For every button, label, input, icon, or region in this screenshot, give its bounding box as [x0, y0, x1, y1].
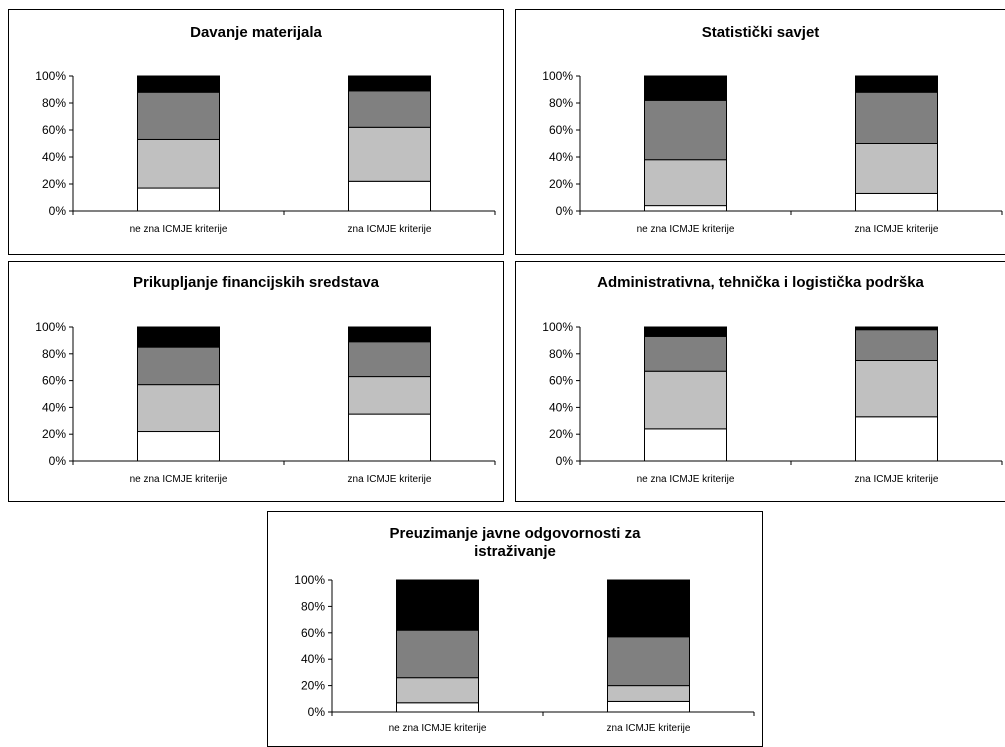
bar-segment-3 — [644, 335, 727, 372]
bar-segment-1 — [855, 192, 938, 212]
bar-segment-2 — [137, 384, 220, 433]
bar-segment-3 — [396, 629, 479, 679]
y-tick-label: 40% — [549, 400, 573, 414]
y-tick-label: 20% — [549, 427, 573, 441]
bar-segment-4 — [607, 579, 690, 638]
y-tick-label: 80% — [42, 347, 66, 361]
chart-title: istraživanje — [474, 543, 556, 560]
y-tick-label: 60% — [42, 123, 66, 137]
y-tick-label: 0% — [556, 454, 574, 468]
y-tick-label: 0% — [49, 204, 67, 218]
y-tick-label: 40% — [549, 150, 573, 164]
y-tick-label: 100% — [542, 320, 573, 334]
x-category-label: zna ICMJE kriterije — [855, 224, 939, 235]
y-tick-label: 100% — [294, 573, 325, 587]
bar-segment-1 — [644, 205, 727, 212]
y-tick-label: 60% — [42, 374, 66, 388]
chart-title: Davanje materijala — [190, 24, 322, 41]
bar-segment-3 — [137, 346, 220, 386]
bar-segment-1 — [396, 702, 479, 713]
y-tick-label: 80% — [301, 599, 325, 613]
x-category-label: zna ICMJE kriterije — [607, 723, 691, 734]
chart-panel-prikupljanje-sredstava: Prikupljanje financijskih sredstava 0% 20%… — [8, 261, 504, 502]
bar-segment-2 — [137, 138, 220, 189]
y-tick-label: 40% — [301, 652, 325, 666]
bar-segment-3 — [348, 341, 431, 378]
y-tick-label: 80% — [549, 96, 573, 110]
bar-segment-1 — [137, 187, 220, 212]
bar-segment-1 — [348, 413, 431, 462]
bar-segment-4 — [137, 326, 220, 348]
bar-segment-3 — [137, 91, 220, 140]
bar-segment-3 — [855, 91, 938, 144]
bar-segment-1 — [137, 431, 220, 462]
chart-panel-administrativna-podrska: Administrativna, tehnička i logistička p… — [515, 261, 1005, 502]
bar-segment-3 — [607, 636, 690, 687]
x-category-label: ne zna ICMJE kriterije — [637, 224, 735, 235]
chart-title: Prikupljanje financijskih sredstava — [133, 274, 380, 291]
bar-segment-4 — [644, 326, 727, 337]
bar-segment-1 — [855, 416, 938, 462]
bar-segment-2 — [348, 376, 431, 415]
y-tick-label: 0% — [308, 705, 326, 719]
bar-segment-2 — [348, 126, 431, 182]
y-tick-label: 20% — [549, 177, 573, 191]
x-category-label: ne zna ICMJE kriterije — [389, 723, 487, 734]
x-category-label: ne zna ICMJE kriterije — [130, 224, 228, 235]
y-tick-label: 60% — [549, 123, 573, 137]
bar-segment-3 — [855, 329, 938, 361]
y-tick-label: 60% — [549, 374, 573, 388]
chart-svg: Davanje materijala 0% 20% 40% 60% 80% 100% ne z… — [35, 24, 496, 235]
y-tick-label: 0% — [556, 204, 574, 218]
bar-segment-1 — [607, 700, 690, 713]
y-tick-label: 40% — [42, 150, 66, 164]
chart-svg: Statistički savjet 0% 20% 40% 60% 80% 100% ne z… — [542, 24, 1003, 235]
chart-panel-statisticki-savjet: Statistički savjet 0% 20% 40% 60% 80% 100% ne z… — [515, 9, 1005, 255]
bar-segment-2 — [396, 677, 479, 704]
bar-segment-1 — [348, 180, 431, 212]
bar-segment-2 — [644, 370, 727, 430]
bar-segment-2 — [855, 360, 938, 418]
chart-title: Administrativna, tehnička i logistička p… — [597, 274, 924, 291]
bar-segment-2 — [644, 159, 727, 207]
bar-segment-2 — [855, 143, 938, 194]
bar-segment-3 — [348, 90, 431, 128]
bar-segment-3 — [644, 99, 727, 161]
x-category-label: zna ICMJE kriterije — [348, 224, 432, 235]
bar-segment-4 — [348, 75, 431, 92]
x-category-label: ne zna ICMJE kriterije — [130, 474, 228, 485]
bar-segment-4 — [855, 326, 938, 331]
y-tick-label: 20% — [301, 679, 325, 693]
y-tick-label: 100% — [35, 69, 66, 83]
y-tick-label: 40% — [42, 400, 66, 414]
x-category-label: zna ICMJE kriterije — [348, 474, 432, 485]
chart-svg: Administrativna, tehnička i logistička p… — [542, 274, 1003, 485]
bar-segment-4 — [137, 75, 220, 93]
chart-panel-davanje-materijala: Davanje materijala 0% 20% 40% 60% 80% 100% ne z… — [8, 9, 504, 255]
bar-segment-4 — [396, 579, 479, 631]
x-category-label: ne zna ICMJE kriterije — [637, 474, 735, 485]
y-tick-label: 100% — [542, 69, 573, 83]
y-tick-label: 20% — [42, 177, 66, 191]
x-category-label: zna ICMJE kriterije — [855, 474, 939, 485]
bar-segment-2 — [607, 685, 690, 702]
chart-svg: Preuzimanje javne odgovornosti zaistraži… — [294, 525, 755, 734]
y-tick-label: 80% — [42, 96, 66, 110]
y-tick-label: 0% — [49, 454, 67, 468]
bar-segment-4 — [855, 75, 938, 93]
bar-segment-1 — [644, 428, 727, 462]
y-tick-label: 20% — [42, 427, 66, 441]
chart-panel-javna-odgovornost: Preuzimanje javne odgovornosti za istraži… — [267, 511, 763, 747]
y-tick-label: 60% — [301, 626, 325, 640]
chart-svg: Prikupljanje financijskih sredstava 0% 20%… — [35, 274, 496, 485]
bar-segment-4 — [644, 75, 727, 101]
bar-segment-4 — [348, 326, 431, 343]
chart-title: Preuzimanje javne odgovornosti za — [390, 525, 642, 542]
chart-title: Statistički savjet — [702, 24, 820, 41]
y-tick-label: 80% — [549, 347, 573, 361]
y-tick-label: 100% — [35, 320, 66, 334]
